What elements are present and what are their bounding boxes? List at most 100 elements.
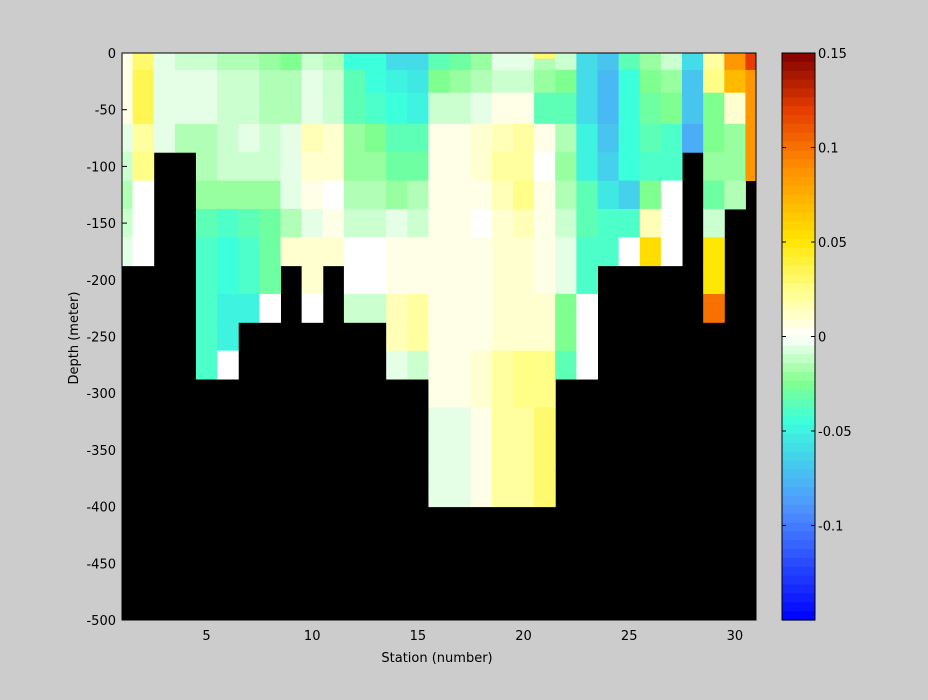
heatmap-cell	[428, 379, 451, 408]
heatmap-cell	[534, 435, 556, 465]
heatmap-cell	[122, 58, 134, 71]
colorbar-band	[782, 611, 815, 621]
heatmap-cell	[703, 208, 725, 238]
heatmap-cell	[660, 123, 683, 153]
heatmap-cell	[428, 208, 451, 238]
heatmap-cell	[555, 58, 577, 71]
heatmap-cell	[301, 53, 324, 60]
heatmap-cell	[576, 70, 598, 94]
heatmap-cell	[470, 53, 493, 60]
heatmap-cell	[153, 53, 176, 60]
heatmap-cell	[618, 123, 641, 153]
heatmap-cell	[322, 208, 345, 238]
heatmap-cell	[343, 70, 366, 94]
heatmap-cell	[491, 208, 514, 238]
heatmap-cell	[428, 237, 451, 267]
heatmap-cell	[217, 53, 239, 60]
colorbar-band	[782, 53, 815, 63]
colorbar-band	[782, 301, 815, 311]
heatmap-cell	[555, 92, 577, 125]
heatmap-cell	[512, 152, 535, 182]
colorbar-band	[782, 487, 815, 497]
heatmap-cell	[660, 92, 683, 125]
heatmap-cell	[534, 265, 556, 295]
colorbar-band	[782, 309, 815, 320]
heatmap-cell	[534, 237, 556, 267]
heatmap-cell	[576, 92, 598, 125]
heatmap-cell	[449, 265, 472, 295]
heatmap-cell	[428, 492, 451, 508]
heatmap-cell	[660, 180, 683, 210]
heatmap-cell	[491, 379, 514, 408]
heatmap-cell	[238, 92, 260, 125]
heatmap-cell	[597, 123, 620, 153]
colorbar-band	[782, 549, 815, 559]
heatmap-cell	[618, 237, 641, 267]
heatmap-cell	[365, 123, 387, 153]
heatmap-cell	[428, 123, 451, 153]
heatmap-cell	[470, 123, 493, 153]
heatmap-cell	[343, 180, 366, 210]
heatmap-cell	[259, 70, 281, 94]
heatmap-cell	[491, 70, 514, 94]
heatmap-cell	[449, 58, 472, 71]
colorbar-band	[782, 584, 815, 595]
heatmap-cell	[534, 92, 556, 125]
heatmap-cell	[576, 208, 598, 238]
heatmap-cell	[555, 208, 577, 238]
heatmap-cell	[555, 152, 577, 182]
colorbar-band	[782, 123, 815, 134]
heatmap-cell	[491, 492, 514, 508]
heatmap-cell	[682, 123, 704, 153]
heatmap-cell	[301, 293, 324, 323]
x-tick-label: 15	[410, 629, 427, 644]
heatmap-cell	[512, 379, 535, 408]
x-tick-label: 25	[621, 629, 638, 644]
heatmap-cell	[132, 58, 155, 71]
heatmap-cell	[132, 70, 155, 94]
heatmap-cell	[470, 237, 493, 267]
heatmap-cell	[449, 53, 472, 60]
colorbar-band	[782, 540, 815, 550]
heatmap-cell	[745, 152, 757, 182]
y-tick-label: -200	[86, 274, 116, 289]
heatmap-cell	[724, 152, 746, 182]
heatmap-cell	[449, 350, 472, 380]
heatmap-cell	[343, 208, 366, 238]
heatmap-cell	[259, 265, 281, 295]
heatmap-cell	[122, 92, 134, 125]
heatmap-cell	[386, 123, 408, 153]
heatmap-cell	[512, 464, 535, 493]
x-tick-label: 10	[304, 629, 321, 644]
heatmap-cell	[449, 322, 472, 352]
heatmap-cell	[386, 237, 408, 267]
colorbar-band	[782, 132, 815, 143]
heatmap-cell	[639, 152, 662, 182]
heatmap-cell	[724, 92, 746, 125]
heatmap-cell	[512, 180, 535, 210]
heatmap-cell	[534, 379, 556, 408]
heatmap-cell	[618, 53, 641, 60]
heatmap-cell	[343, 237, 366, 267]
heatmap-cell	[280, 92, 303, 125]
heatmap-cell	[407, 70, 429, 94]
x-tick-label: 20	[515, 629, 532, 644]
heatmap-cell	[280, 180, 303, 210]
heatmap-cell	[322, 152, 345, 182]
heatmap-cell	[174, 53, 197, 60]
heatmap-cell	[259, 293, 281, 323]
heatmap-cell	[534, 180, 556, 210]
heatmap-cell	[597, 58, 620, 71]
heatmap-cell	[534, 293, 556, 323]
heatmap-cell	[217, 208, 239, 238]
heatmap-cell	[745, 58, 757, 71]
heatmap-cell	[238, 180, 260, 210]
heatmap-cell	[491, 293, 514, 323]
heatmap-cell	[132, 237, 155, 267]
heatmap-cell	[576, 237, 598, 267]
heatmap-cell	[428, 322, 451, 352]
colorbar-band	[782, 150, 815, 160]
heatmap-cell	[512, 350, 535, 380]
heatmap-cell	[682, 58, 704, 71]
heatmap-cell	[174, 123, 197, 153]
